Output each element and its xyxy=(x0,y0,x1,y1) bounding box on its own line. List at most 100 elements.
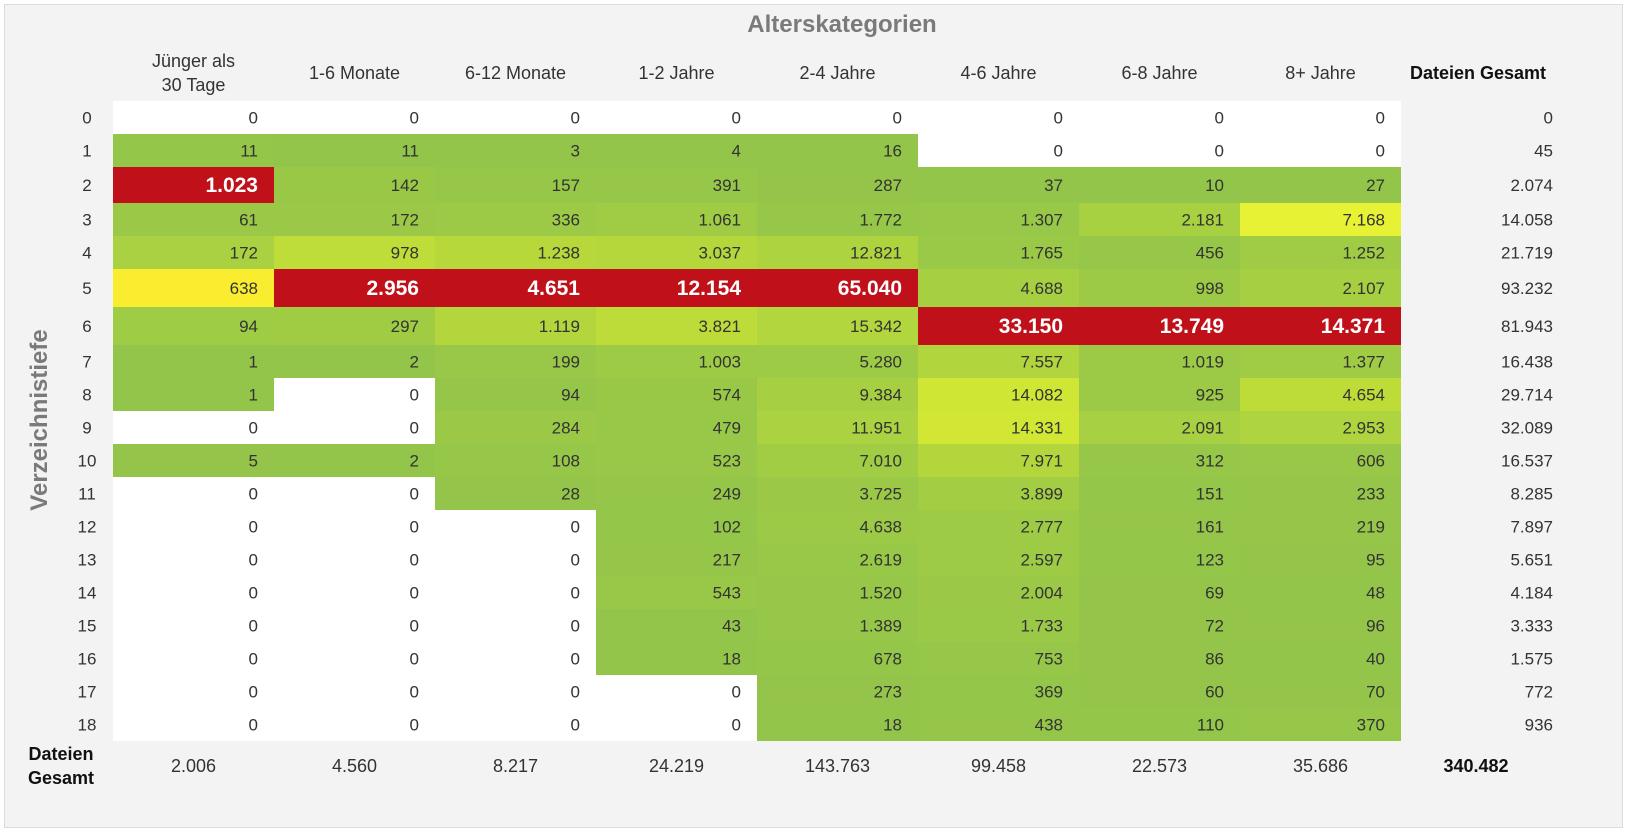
cell-value: 11.951 xyxy=(851,419,902,438)
cell-value: 123 xyxy=(1196,551,1224,570)
row-total-value: 8.285 xyxy=(1510,485,1553,504)
row-label: 15 xyxy=(78,617,97,636)
cell-value: 10 xyxy=(1205,176,1224,195)
heatmap-cell xyxy=(1240,345,1401,378)
cell-value: 7.168 xyxy=(1342,211,1385,230)
row-total-value: 93.232 xyxy=(1501,279,1553,298)
cell-value: 0 xyxy=(571,551,580,570)
heatmap-cell xyxy=(757,477,918,510)
column-header: 2-4 Jahre xyxy=(799,63,875,83)
cell-value: 4.654 xyxy=(1342,386,1385,405)
heatmap-cell xyxy=(918,269,1079,307)
heatmap-cell xyxy=(274,203,435,236)
column-total-value: 143.763 xyxy=(805,756,870,776)
cell-value: 0 xyxy=(571,518,580,537)
heatmap-cell xyxy=(918,411,1079,444)
cell-value: 273 xyxy=(874,683,902,702)
cell-value: 2.091 xyxy=(1181,419,1224,438)
cell-value: 2.777 xyxy=(1020,518,1063,537)
heatmap-cell xyxy=(918,444,1079,477)
row-total-value: 7.897 xyxy=(1510,518,1553,537)
heatmap-cell xyxy=(274,444,435,477)
row-total-value: 29.714 xyxy=(1501,386,1553,405)
cell-value: 1.765 xyxy=(1020,244,1063,263)
column-total-value: 4.560 xyxy=(332,756,377,776)
cell-value: 48 xyxy=(1366,584,1385,603)
cell-value: 69 xyxy=(1205,584,1224,603)
cell-value: 172 xyxy=(230,244,258,263)
heatmap-cell xyxy=(1240,307,1401,345)
heatmap-cell xyxy=(918,675,1079,708)
heatmap-cell xyxy=(596,167,757,203)
cell-value: 4.651 xyxy=(527,277,580,300)
heatmap-cell xyxy=(918,708,1079,741)
heatmap-cell xyxy=(435,101,596,134)
heatmap-cell xyxy=(1079,576,1240,609)
heatmap-cell xyxy=(757,203,918,236)
heatmap-cell xyxy=(113,307,274,345)
row-label: 11 xyxy=(78,485,96,504)
heatmap-cell xyxy=(435,708,596,741)
heatmap-cell xyxy=(1240,269,1401,307)
heatmap-cell xyxy=(1079,378,1240,411)
row-total-value: 4.184 xyxy=(1510,584,1553,603)
heatmap-cell xyxy=(435,411,596,444)
cell-value: 0 xyxy=(249,518,258,537)
cell-value: 479 xyxy=(713,419,741,438)
heatmap-cell xyxy=(113,675,274,708)
cell-value: 0 xyxy=(1215,142,1224,161)
cell-value: 94 xyxy=(561,386,580,405)
column-header: 8+ Jahre xyxy=(1285,63,1356,83)
cell-value: 0 xyxy=(410,109,419,128)
row-total-value: 81.943 xyxy=(1501,317,1553,336)
cell-value: 0 xyxy=(732,109,741,128)
heatmap-cell xyxy=(1240,167,1401,203)
heatmap-cell xyxy=(113,101,274,134)
cell-value: 13.749 xyxy=(1160,315,1224,338)
cell-value: 86 xyxy=(1205,650,1224,669)
heatmap-cell xyxy=(596,345,757,378)
cell-value: 369 xyxy=(1035,683,1063,702)
heatmap-cell xyxy=(918,236,1079,269)
heatmap-cell xyxy=(757,543,918,576)
row-totals: 0 45 2.074 14.058 21.719 93.232 81.943 16.438 29… xyxy=(1501,109,1553,735)
row-total-value: 32.089 xyxy=(1501,419,1553,438)
cell-value: 2.956 xyxy=(366,277,419,300)
heatmap-cell xyxy=(113,609,274,642)
cell-value: 2.953 xyxy=(1342,419,1385,438)
cell-value: 11 xyxy=(240,142,258,161)
heatmap-cell xyxy=(757,307,918,345)
heatmap-cell xyxy=(1240,642,1401,675)
cell-value: 7.557 xyxy=(1020,353,1063,372)
cell-value: 2 xyxy=(410,452,419,471)
heatmap-cell xyxy=(113,642,274,675)
cell-value: 0 xyxy=(410,386,419,405)
cell-value: 678 xyxy=(874,650,902,669)
heatmap-cell xyxy=(274,101,435,134)
cell-value: 0 xyxy=(410,617,419,636)
heatmap-cell xyxy=(596,576,757,609)
cell-value: 0 xyxy=(571,617,580,636)
heatmap-cell xyxy=(757,708,918,741)
cell-value: 370 xyxy=(1357,716,1385,735)
row-total-header: Dateien Gesamt xyxy=(1410,63,1546,83)
heatmap-cell xyxy=(918,576,1079,609)
cell-value: 287 xyxy=(874,176,902,195)
heatmap-cell xyxy=(113,345,274,378)
column-total-value: 22.573 xyxy=(1132,756,1187,776)
cell-value: 391 xyxy=(713,176,741,195)
column-headers: Jünger als 30 Tage 1-6 Monate 6-12 Monate 1-… xyxy=(152,51,1546,95)
cell-value: 142 xyxy=(391,176,419,195)
row-label: 1 xyxy=(82,142,91,161)
heatmap-cell xyxy=(1079,477,1240,510)
row-label: 14 xyxy=(78,584,97,603)
heatmap-cell xyxy=(1079,167,1240,203)
row-total-value: 16.537 xyxy=(1501,452,1553,471)
cell-value: 0 xyxy=(1054,142,1063,161)
heatmap-cell xyxy=(757,167,918,203)
cell-value: 0 xyxy=(249,485,258,504)
heatmap-cell xyxy=(1240,543,1401,576)
cell-value: 998 xyxy=(1196,279,1224,298)
heatmap-cell xyxy=(1079,411,1240,444)
heatmap-cell xyxy=(1240,236,1401,269)
